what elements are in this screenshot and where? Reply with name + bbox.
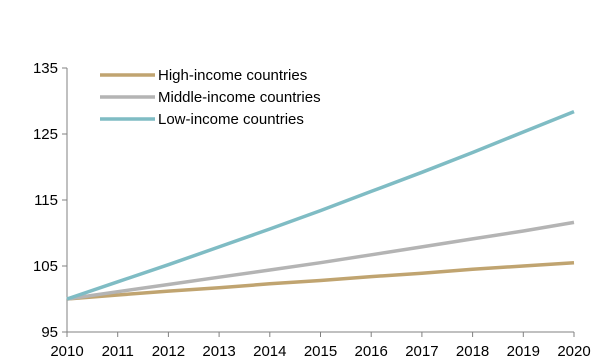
x-tick-label: 2012 (152, 343, 185, 360)
x-tick-label: 2014 (253, 343, 286, 360)
series-line-3 (66, 109, 575, 301)
x-tick-label: 2018 (456, 343, 489, 360)
series-line-2 (66, 220, 575, 301)
x-tick-label: 2013 (202, 343, 235, 360)
legend-label: Middle-income countries (158, 89, 321, 106)
y-tick-label: 95 (41, 324, 58, 341)
y-axis-ticks: 95 105 115 125 135 (33, 60, 67, 341)
y-tick-label: 115 (34, 192, 58, 209)
x-tick-label: 2019 (507, 343, 540, 360)
y-tick-label: 105 (33, 258, 58, 275)
series-lines (66, 109, 575, 301)
y-tick-label: 125 (33, 126, 58, 143)
legend: High-income countries Middle-income count… (100, 67, 321, 128)
legend-label: Low-income countries (158, 111, 304, 128)
series-line-1 (66, 260, 575, 301)
x-tick-label: 2016 (355, 343, 388, 360)
x-tick-label: 2011 (102, 343, 134, 360)
x-tick-label: 2017 (405, 343, 438, 360)
y-tick-label: 135 (33, 60, 58, 77)
x-tick-label: 2015 (304, 343, 337, 360)
x-axis-ticks: 2010 2011 2012 2013 2014 2015 2016 2017 2018 2019… (50, 332, 591, 360)
x-tick-label: 2010 (50, 343, 83, 360)
x-tick-label: 2020 (557, 343, 590, 360)
legend-label: High-income countries (158, 67, 307, 84)
